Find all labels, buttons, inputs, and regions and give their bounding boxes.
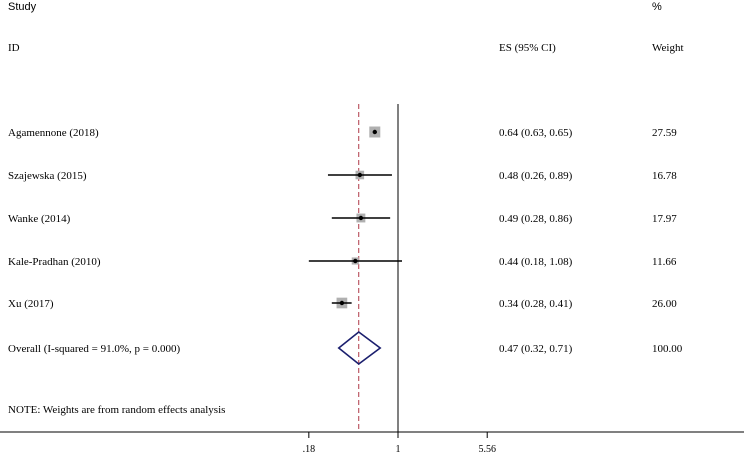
header-id: ID (8, 42, 20, 54)
study-weight: 27.59 (652, 127, 677, 139)
point-estimate (353, 258, 358, 264)
study-row: Agamennone (2018) 0.64 (0.63, 0.65) 27.59 (8, 126, 677, 139)
overall-weight: 100.00 (652, 343, 683, 355)
x-tick-label: 5.56 (478, 444, 496, 455)
study-row: Szajewska (2015) 0.48 (0.26, 0.89) 16.78 (8, 170, 677, 182)
study-label: Kale-Pradhan (2010) (8, 256, 101, 268)
header-es: ES (95% CI) (499, 42, 556, 54)
study-row: Wanke (2014) 0.49 (0.28, 0.86) 17.97 (8, 213, 677, 225)
header-weight-unit: % (652, 1, 662, 13)
overall-label: Overall (I-squared = 91.0%, p = 0.000) (8, 343, 181, 355)
point-estimate (357, 172, 363, 178)
header-weight: Weight (652, 42, 684, 54)
study-es-text: 0.44 (0.18, 1.08) (499, 256, 573, 268)
footnote: NOTE: Weights are from random effects an… (8, 404, 225, 416)
study-weight: 11.66 (652, 256, 677, 268)
study-weight: 17.97 (652, 213, 677, 225)
study-label: Xu (2017) (8, 298, 54, 310)
point-estimate (339, 300, 345, 306)
study-label: Szajewska (2015) (8, 170, 87, 182)
point-estimate (372, 129, 377, 135)
study-label: Wanke (2014) (8, 213, 71, 225)
study-rows: Agamennone (2018) 0.64 (0.63, 0.65) 27.59 S… (8, 126, 677, 310)
study-weight: 26.00 (652, 298, 677, 310)
header-study: Study (8, 1, 37, 13)
study-weight: 16.78 (652, 170, 677, 182)
study-es-text: 0.34 (0.28, 0.41) (499, 298, 573, 310)
x-axis-ticks: .18 1 5.56 (303, 432, 496, 455)
study-es-text: 0.64 (0.63, 0.65) (499, 127, 573, 139)
point-estimate (358, 215, 364, 221)
study-label: Agamennone (2018) (8, 127, 99, 139)
overall-diamond (337, 330, 382, 366)
x-tick-label: .18 (303, 444, 316, 455)
x-tick-label: 1 (396, 444, 401, 455)
overall-es-text: 0.47 (0.32, 0.71) (499, 343, 573, 355)
study-es-text: 0.48 (0.26, 0.89) (499, 170, 573, 182)
study-row: Kale-Pradhan (2010) 0.44 (0.18, 1.08) 11.6… (8, 256, 677, 268)
study-es-text: 0.49 (0.28, 0.86) (499, 213, 573, 225)
study-row: Xu (2017) 0.34 (0.28, 0.41) 26.00 (8, 297, 677, 310)
